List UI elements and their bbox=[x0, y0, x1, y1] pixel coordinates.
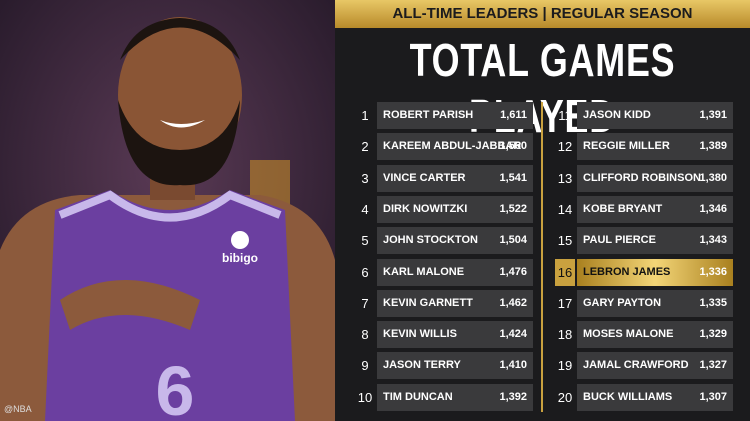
games-played: 1,392 bbox=[499, 390, 527, 403]
games-played: 1,560 bbox=[499, 140, 527, 153]
rank: 13 bbox=[557, 170, 573, 186]
leader-row: 7 KEVIN GARNETT 1,462 bbox=[355, 289, 533, 317]
games-played: 1,611 bbox=[500, 109, 527, 121]
rank: 10 bbox=[357, 389, 373, 405]
leader-row: 6 KARL MALONE 1,476 bbox=[355, 258, 533, 286]
player-name: TIM DUNCAN bbox=[377, 383, 533, 411]
player-name: KAREEM ABDUL-JABBAR bbox=[377, 133, 533, 161]
leader-row: 4 DIRK NOWITZKI 1,522 bbox=[355, 195, 533, 223]
games-played: 1,380 bbox=[699, 171, 727, 184]
rank: 20 bbox=[557, 389, 573, 405]
rank: 9 bbox=[361, 358, 369, 374]
player-name: BUCK WILLIAMS bbox=[577, 383, 733, 411]
player-name: KEVIN WILLIS bbox=[377, 321, 533, 349]
leader-row: 17 GARY PAYTON 1,335 bbox=[555, 289, 733, 317]
leader-row: 11 JASON KIDD 1,391 bbox=[555, 102, 733, 129]
leader-row: 12 REGGIE MILLER 1,389 bbox=[555, 133, 733, 161]
leaderboard-panel: ALL-TIME LEADERS | REGULAR SEASON TOTAL … bbox=[335, 0, 750, 421]
player-name: JOHN STOCKTON bbox=[377, 227, 533, 255]
rank: 5 bbox=[361, 233, 369, 249]
leader-row: 19 JAMAL CRAWFORD 1,327 bbox=[555, 352, 733, 380]
rank: 16 bbox=[555, 258, 575, 286]
player-name: JAMAL CRAWFORD bbox=[577, 352, 733, 380]
player-name: ROBERT PARISH bbox=[377, 102, 533, 129]
rank: 8 bbox=[361, 327, 369, 343]
leader-row: 13 CLIFFORD ROBINSON 1,380 bbox=[555, 164, 733, 192]
leader-row: 8 KEVIN WILLIS 1,424 bbox=[355, 321, 533, 349]
rank: 1 bbox=[361, 108, 369, 123]
player-name: GARY PAYTON bbox=[577, 289, 733, 317]
leader-row: 15 PAUL PIERCE 1,343 bbox=[555, 227, 733, 255]
rank: 14 bbox=[557, 201, 573, 217]
rank: 7 bbox=[361, 295, 369, 311]
player-name: PAUL PIERCE bbox=[577, 227, 733, 255]
watermark: @NBA bbox=[4, 404, 32, 414]
games-played: 1,424 bbox=[499, 328, 527, 341]
player-name: KARL MALONE bbox=[377, 258, 533, 286]
player-name: CLIFFORD ROBINSON bbox=[577, 164, 733, 192]
games-played: 1,327 bbox=[699, 359, 727, 372]
rank: 12 bbox=[557, 139, 573, 155]
rank: 2 bbox=[361, 139, 369, 155]
rank: 15 bbox=[557, 233, 573, 249]
games-played: 1,504 bbox=[499, 234, 527, 247]
banner: ALL-TIME LEADERS | REGULAR SEASON bbox=[335, 0, 750, 28]
games-played: 1,541 bbox=[499, 171, 527, 184]
jersey-number: 6 bbox=[156, 352, 195, 421]
leader-row: 20 BUCK WILLIAMS 1,307 bbox=[555, 383, 733, 411]
highlighted-row: 16 LEBRON JAMES 1,336 bbox=[555, 258, 733, 286]
player-name: JASON KIDD bbox=[577, 102, 733, 129]
leader-row: 18 MOSES MALONE 1,329 bbox=[555, 321, 733, 349]
games-played: 1,335 bbox=[699, 296, 727, 309]
games-played: 1,410 bbox=[499, 359, 527, 372]
leader-row: 2 KAREEM ABDUL-JABBAR 1,560 bbox=[355, 133, 533, 161]
player-name: LEBRON JAMES bbox=[577, 258, 733, 286]
rank: 19 bbox=[557, 358, 573, 374]
player-photo: bibigo 6 @NBA bbox=[0, 0, 335, 421]
leader-row: 1 ROBERT PARISH 1,611 bbox=[355, 102, 533, 129]
rank: 11 bbox=[558, 108, 572, 123]
games-played: 1,476 bbox=[499, 265, 527, 278]
games-played: 1,522 bbox=[499, 202, 527, 215]
leader-row: 10 TIM DUNCAN 1,392 bbox=[355, 383, 533, 411]
player-name: DIRK NOWITZKI bbox=[377, 195, 533, 223]
games-played: 1,462 bbox=[499, 296, 527, 309]
rank: 3 bbox=[361, 170, 369, 186]
games-played: 1,343 bbox=[699, 234, 727, 247]
player-name: REGGIE MILLER bbox=[577, 133, 733, 161]
sponsor-logo: bibigo bbox=[222, 251, 258, 265]
player-name: MOSES MALONE bbox=[577, 321, 733, 349]
leader-row: 5 JOHN STOCKTON 1,504 bbox=[355, 227, 533, 255]
player-name: KEVIN GARNETT bbox=[377, 289, 533, 317]
rank: 18 bbox=[557, 327, 573, 343]
player-name: KOBE BRYANT bbox=[577, 195, 733, 223]
games-played: 1,391 bbox=[699, 109, 727, 121]
rank: 6 bbox=[361, 264, 369, 280]
games-played: 1,329 bbox=[699, 328, 727, 341]
divider bbox=[541, 102, 543, 412]
games-played: 1,389 bbox=[699, 140, 727, 153]
player-name: VINCE CARTER bbox=[377, 164, 533, 192]
rank: 17 bbox=[557, 295, 573, 311]
leader-row: 3 VINCE CARTER 1,541 bbox=[355, 164, 533, 192]
leader-row: 9 JASON TERRY 1,410 bbox=[355, 352, 533, 380]
rank: 4 bbox=[361, 201, 369, 217]
games-played: 1,307 bbox=[699, 390, 727, 403]
games-played: 1,336 bbox=[699, 265, 727, 278]
player-name: JASON TERRY bbox=[377, 352, 533, 380]
leader-row: 14 KOBE BRYANT 1,346 bbox=[555, 195, 733, 223]
games-played: 1,346 bbox=[699, 202, 727, 215]
